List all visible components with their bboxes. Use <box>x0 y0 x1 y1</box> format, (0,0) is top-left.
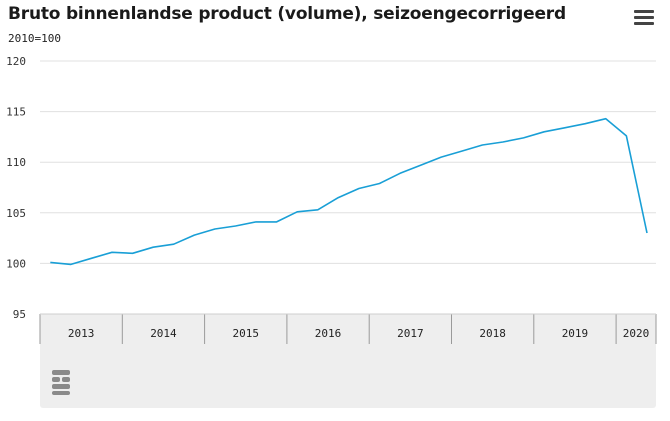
y-tick-label: 100 <box>6 257 26 270</box>
x-tick-label: 2013 <box>68 327 95 340</box>
x-tick-label: 2015 <box>233 327 260 340</box>
y-tick-label: 105 <box>6 207 26 220</box>
hamburger-menu-icon[interactable] <box>634 10 654 28</box>
x-tick-label: 2018 <box>479 327 506 340</box>
gridlines <box>40 60 656 264</box>
y-tick-label: 115 <box>6 106 26 119</box>
y-tick-label: 95 <box>13 308 26 321</box>
series-line <box>50 117 648 266</box>
x-axis: 2013 2014 2015 2016 2017 2018 2019 2020 <box>39 313 657 344</box>
y-tick-label: 120 <box>6 55 26 68</box>
chart-subtitle: 2010=100 <box>8 32 61 45</box>
x-axis-band <box>40 314 656 408</box>
chart-title: Bruto binnenlandse product (volume), sei… <box>8 4 566 24</box>
cbs-logo-icon <box>52 370 70 395</box>
y-axis-ticks: 95 100 105 110 115 120 <box>6 55 26 321</box>
x-tick-label: 2016 <box>315 327 342 340</box>
y-tick-label: 110 <box>6 156 26 169</box>
x-tick-label: 2014 <box>150 327 177 340</box>
x-tick-label: 2020 <box>623 327 650 340</box>
x-tick-label: 2017 <box>397 327 424 340</box>
x-tick-label: 2019 <box>562 327 589 340</box>
